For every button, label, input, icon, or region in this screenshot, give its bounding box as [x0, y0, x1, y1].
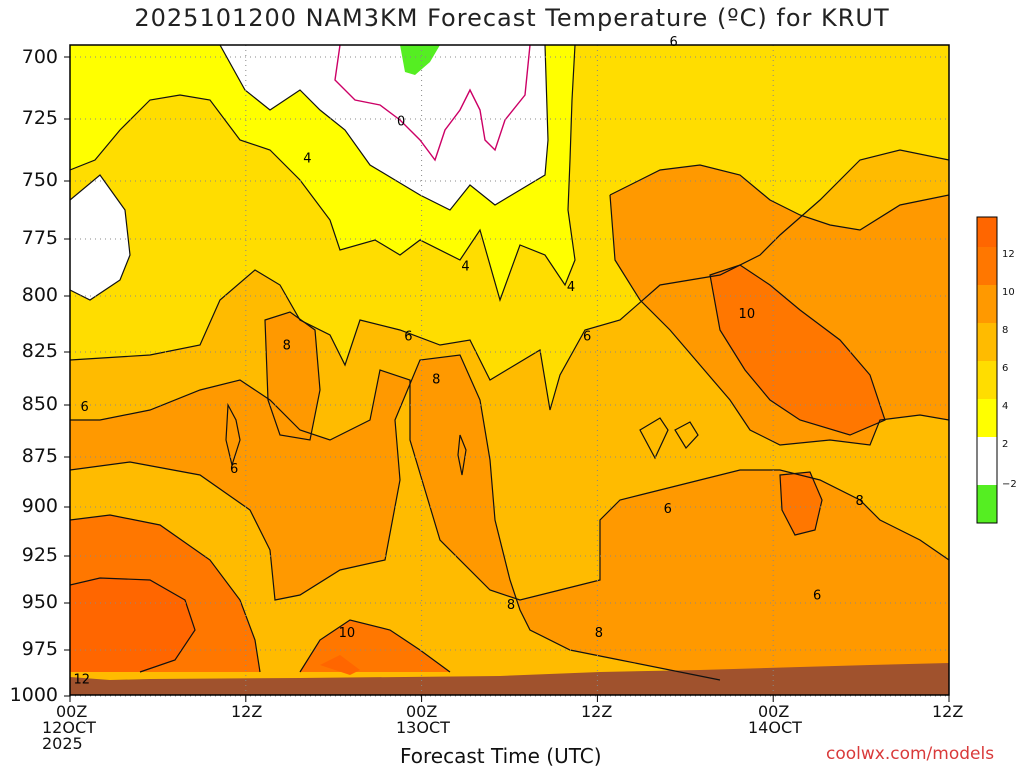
contour-label: 4: [303, 152, 311, 167]
colorbar-swatch-4-6: [977, 361, 997, 399]
x-tick-time: 00Z: [406, 702, 438, 721]
colorbar: [976, 216, 998, 524]
y-tick-label: 900: [21, 495, 58, 517]
contour-label: 12: [73, 672, 90, 687]
colorbar-label: −2: [1002, 479, 1017, 490]
colorbar-label: 2: [1002, 439, 1009, 450]
colorbar-swatch-minus2-2: [977, 437, 997, 485]
x-tick-label: 12Z: [932, 704, 963, 720]
x-tick-label: 00Z 13OCT: [396, 704, 450, 736]
y-tick-label: 850: [21, 393, 58, 415]
y-tick-label: 725: [21, 107, 58, 129]
x-tick-time: 12Z: [932, 702, 964, 721]
colorbar-swatch-6-8: [977, 323, 997, 361]
plot-frame: [69, 44, 950, 696]
colorbar-swatch-10-12: [977, 247, 997, 285]
x-tick-label: 12Z: [231, 704, 262, 720]
band-below-minus2: [400, 45, 440, 75]
colorbar-label: 10: [1002, 287, 1015, 298]
x-tick-time: 00Z: [758, 702, 790, 721]
contour-lines: [70, 45, 949, 681]
source-credit: coolwx.com/models: [826, 744, 995, 764]
y-tick-label: 775: [21, 227, 58, 249]
colorbar-swatch-above-12: [977, 217, 997, 247]
x-tick-date: 12OCT: [42, 718, 96, 737]
chart-title: 2025101200 NAM3KM Forecast Temperature (…: [134, 4, 890, 32]
temperature-field: [70, 45, 949, 695]
contour-label: 10: [739, 307, 756, 322]
contour-label: 6: [583, 329, 591, 344]
colorbar-label: 8: [1002, 325, 1009, 336]
contour-label: 8: [283, 338, 291, 353]
colorbar-swatch-8-10: [977, 285, 997, 323]
contour-label: 4: [567, 280, 575, 295]
colorbar-frame: [976, 216, 998, 524]
contour-label: 0: [397, 114, 405, 129]
x-tick-date: 13OCT: [396, 718, 450, 737]
colorbar-label: 12: [1002, 249, 1015, 260]
band-minus2-to-2: [70, 45, 548, 300]
x-tick-time: 00Z: [56, 702, 88, 721]
y-tick-label: 925: [21, 544, 58, 566]
y-tick-label: 700: [21, 46, 58, 68]
contour-label: 6: [404, 329, 412, 344]
colorbar-label: 4: [1002, 401, 1009, 412]
terrain-fill: [70, 663, 949, 695]
contour-label: 6: [669, 35, 677, 50]
band-above-12: [70, 578, 360, 675]
contour-label: 8: [595, 626, 603, 641]
x-axis-title: Forecast Time (UTC): [400, 744, 602, 768]
axis-ticks: [64, 56, 950, 702]
x-tick-label: 12Z: [581, 704, 612, 720]
contour-label: 6: [813, 588, 821, 603]
colorbar-swatch-2-4: [977, 399, 997, 437]
contour-label: 6: [81, 400, 89, 415]
y-tick-label: 975: [21, 638, 58, 660]
y-tick-label: 950: [21, 591, 58, 613]
y-tick-label: 800: [21, 284, 58, 306]
x-tick-time: 12Z: [231, 702, 263, 721]
x-tick-year: 2025: [42, 734, 83, 753]
colorbar-label: 6: [1002, 363, 1009, 374]
x-tick-label: 00Z 12OCT 2025: [42, 704, 96, 752]
contour-label: 8: [507, 598, 515, 613]
x-tick-date: 14OCT: [748, 718, 802, 737]
contour-label: 4: [461, 259, 469, 274]
contour-label: 10: [339, 626, 356, 641]
y-tick-label: 1000: [9, 684, 58, 706]
x-tick-time: 12Z: [581, 702, 613, 721]
y-tick-label: 750: [21, 169, 58, 191]
contour-label: 6: [664, 502, 672, 517]
x-tick-label: 00Z 14OCT: [748, 704, 802, 736]
y-tick-label: 875: [21, 445, 58, 467]
contour-label: 8: [432, 373, 440, 388]
contour-label: 6: [230, 462, 238, 477]
contour-label: 8: [855, 494, 863, 509]
colorbar-swatch-below-minus2: [977, 485, 997, 523]
contour-labels: 0 4 4 4 6 6 6 6 6 6 6 8 8 8 8 8 10 10 12: [73, 35, 863, 687]
zero-contour-line: [334, 45, 531, 162]
y-tick-label: 825: [21, 340, 58, 362]
